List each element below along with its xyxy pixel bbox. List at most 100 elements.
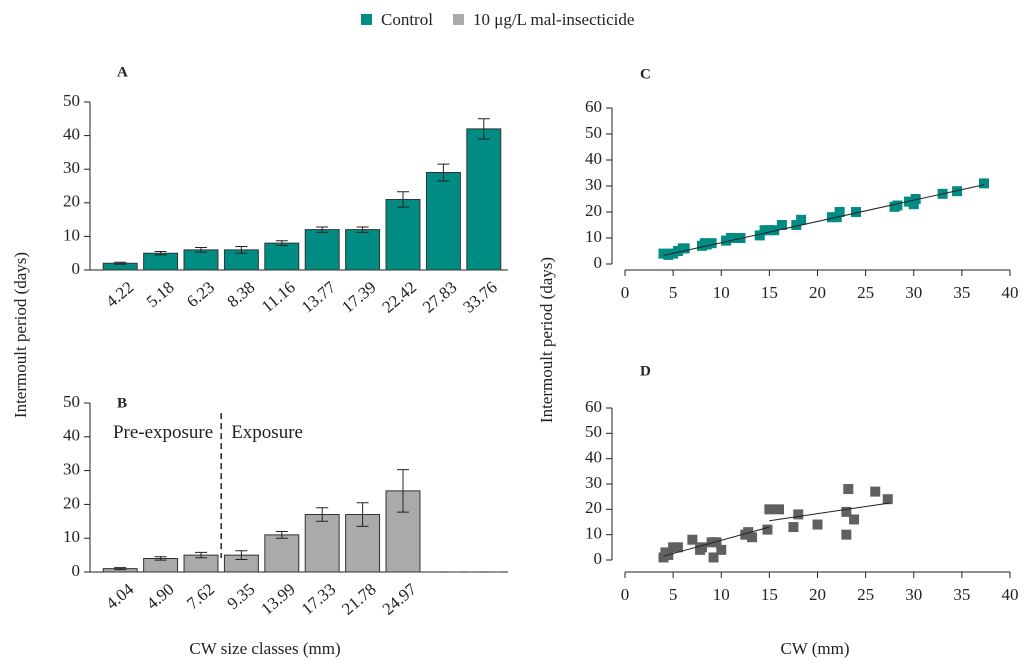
y-tick-label: 30 [585,175,602,194]
point [910,194,921,204]
bar [102,568,138,573]
point [708,552,719,563]
y-tick-label: 50 [63,91,80,110]
y-tick-label: 20 [585,201,602,220]
x-tick-label: 0 [621,585,630,604]
point [851,207,861,217]
bar [304,229,340,271]
x-tick-label: 8.38 [223,278,258,312]
error-bar [114,567,127,571]
panel-label: C [640,66,651,82]
y-tick-label: 0 [72,259,81,278]
error-bar [356,226,369,233]
x-tick-label: 5 [669,585,678,604]
y-tick-label: 50 [585,123,602,142]
legend-swatch [452,14,464,25]
y-tick-label: 0 [594,549,603,568]
bar [143,252,179,271]
error-bar [316,226,329,233]
x-tick-label: 13.99 [257,580,299,619]
x-tick-label: 35 [953,283,970,302]
y-tick-label: 10 [63,225,80,244]
trend-line [663,526,770,557]
bar [345,514,381,573]
error-bar [154,251,167,256]
annotation: Exposure [231,422,303,443]
point [747,532,758,543]
error-bar [316,507,329,522]
legend-label: 10 μg/L mal-insecticide [473,10,634,29]
point [769,225,780,236]
x-tick-label: 27.83 [419,278,461,317]
x-tick-label: 10 [713,585,730,604]
error-bar [356,502,369,527]
point [796,214,807,225]
y-tick-label: 60 [585,97,602,116]
panel-label: B [117,395,127,411]
error-bar [477,118,490,140]
y-tick-label: 40 [63,426,80,445]
x-tick-label: 30 [905,585,922,604]
error-bar [195,551,207,559]
point [834,207,845,217]
point [908,199,919,210]
y-tick-label: 60 [585,397,602,416]
point [952,186,963,197]
bar [304,514,340,573]
point [979,178,990,189]
error-bar [397,469,409,513]
error-bar [235,550,248,560]
point [776,220,787,230]
annotation: Pre-exposure [113,422,213,443]
x-tick-label: 20 [809,283,826,302]
x-tick-label: 24.97 [379,579,421,618]
bar [385,490,421,573]
x-tick-label: 15 [761,283,778,302]
y-tick-label: 50 [585,422,602,441]
bar [143,557,179,573]
x-tick-label: 20 [809,585,826,604]
point [870,486,881,497]
error-bar [275,530,288,539]
x-tick-label: 4.90 [143,580,178,614]
bar [264,534,300,573]
point [841,506,852,517]
point [762,524,773,535]
x-tick-label: 17.33 [298,580,340,619]
point [774,504,784,515]
point [764,504,775,515]
x-tick-label: 33.76 [459,278,501,317]
x-tick-label: 21.78 [338,580,380,619]
x-tick-label: 17.39 [338,278,380,317]
y-tick-label: 30 [63,158,80,177]
point [754,230,765,241]
x-tick-label: 4.04 [102,579,137,613]
x-tick-label: 10 [713,283,730,302]
point [716,544,727,555]
y-tick-label: 0 [594,253,603,272]
error-bar [397,191,409,208]
bar [466,128,502,271]
point [791,220,802,230]
x-tick-label: 40 [1002,283,1019,302]
point [697,542,707,553]
error-bar [154,556,167,561]
y-tick-label: 10 [585,227,602,246]
point [711,537,722,548]
x-tick-label: 6.23 [183,278,218,312]
error-bar [114,261,127,265]
x-axis-label: CW size classes (mm) [189,639,340,658]
x-tick-label: 35 [953,585,970,604]
point [687,534,698,545]
point [843,484,854,495]
bar [425,172,461,271]
trend-line [663,184,985,256]
x-tick-label: 5 [669,283,678,302]
x-tick-label: 30 [905,283,922,302]
y-tick-label: 40 [585,149,602,168]
bar [183,249,219,271]
panel-label: A [117,64,128,80]
y-tick-label: 10 [585,524,602,543]
